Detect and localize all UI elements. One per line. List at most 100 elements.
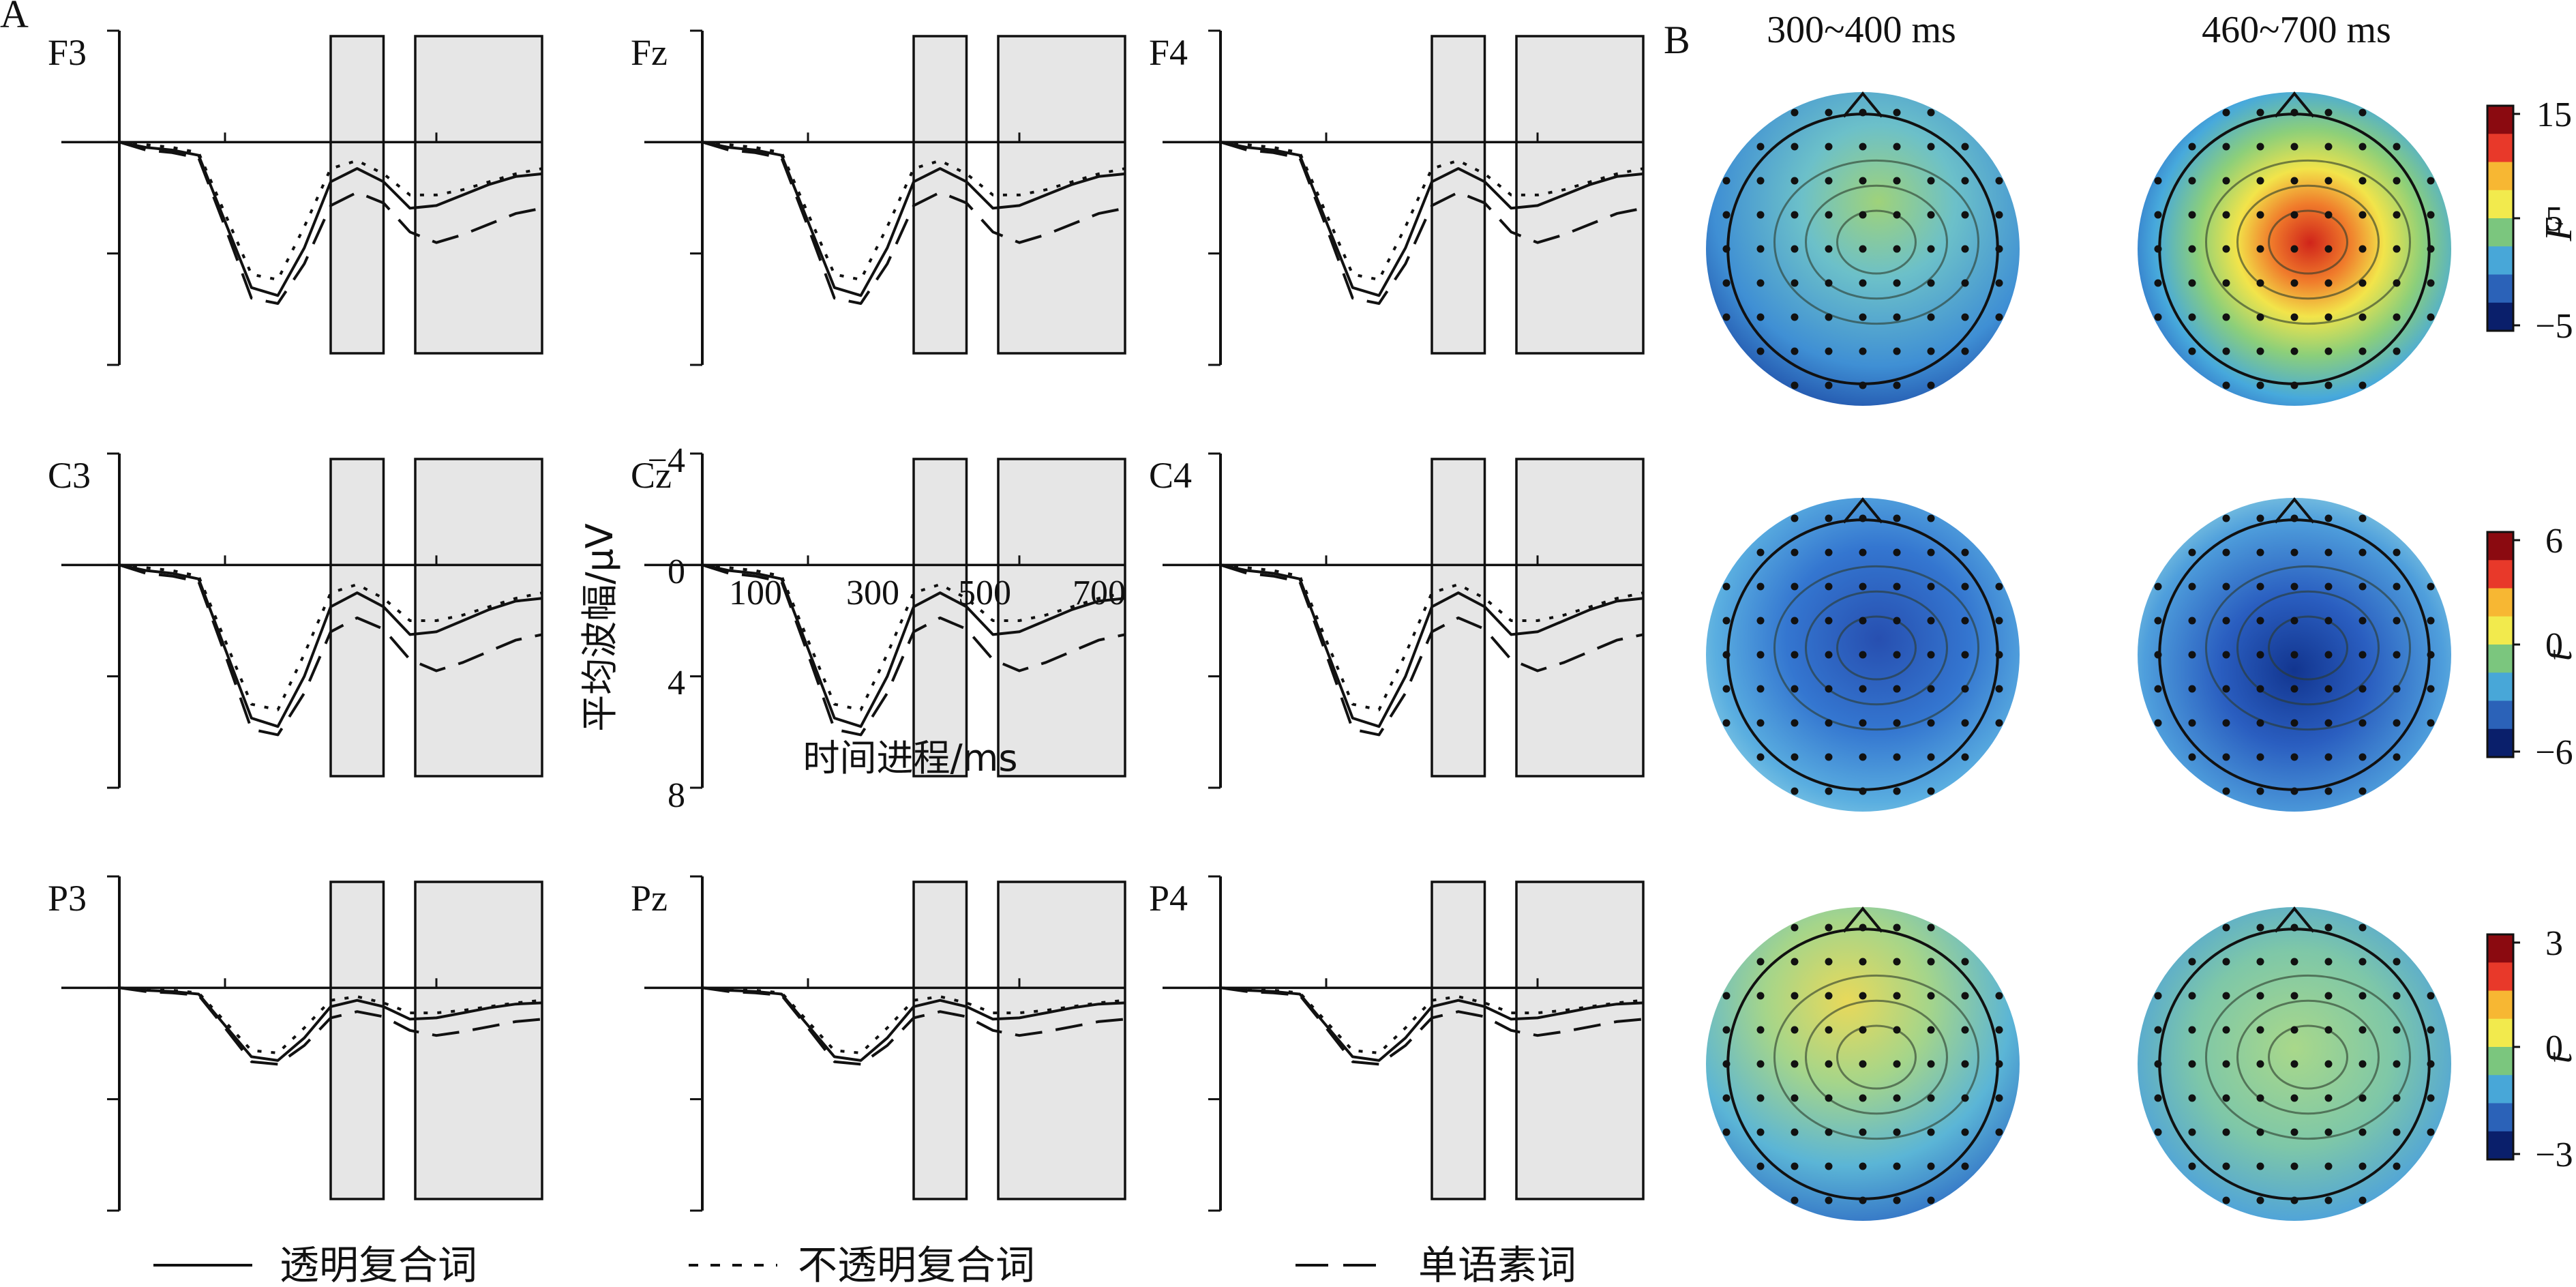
colorbar-stat-label: F	[2538, 218, 2576, 242]
colorbar-tick-label: 0	[2545, 1029, 2563, 1067]
topomaps	[1706, 91, 2451, 1221]
electrode-dot	[2188, 651, 2196, 659]
electrode-dot	[1825, 514, 1833, 522]
topomap-header-0: 300~400 ms	[1767, 9, 1956, 51]
electrode-dot	[2358, 992, 2367, 1000]
electrode-dot	[2290, 1026, 2298, 1034]
electrode-dot	[1893, 1026, 1901, 1034]
electrode-dot	[1893, 753, 1901, 761]
electrode-dot	[2154, 719, 2162, 727]
cz-ytick-3: 8	[668, 776, 685, 815]
colorbar-step	[2487, 190, 2513, 219]
electrode-dot	[1859, 923, 1867, 932]
electrode-dot	[2358, 582, 2367, 591]
electrode-dot	[2256, 992, 2264, 1000]
electrode-dot	[2358, 381, 2367, 389]
electrode-dot	[2290, 1196, 2298, 1204]
electrode-dot	[2290, 381, 2298, 389]
electrode-dot	[1722, 582, 1731, 591]
electrode-dot	[1893, 143, 1901, 151]
erp-panel-pz: Pz	[631, 875, 1126, 1212]
electrode-dot	[1927, 1196, 1935, 1204]
electrode-dot	[1859, 245, 1867, 253]
electrode-dot	[1961, 651, 1969, 659]
cz-ytick-0: −4	[648, 441, 685, 480]
colorbar-step	[2487, 532, 2513, 561]
time-window-0	[329, 881, 385, 1200]
electrode-dot	[2290, 211, 2298, 219]
time-window-1	[997, 458, 1126, 778]
electrode-dot	[2324, 548, 2333, 557]
electrode-dot	[1859, 279, 1867, 287]
electrode-dot	[2324, 651, 2333, 659]
electrode-dot	[1756, 313, 1765, 321]
electrode-dot	[2188, 279, 2196, 287]
waveform-cz-0	[702, 563, 1126, 728]
electrode-dot	[2324, 582, 2333, 591]
electrode-dot	[2222, 753, 2230, 761]
electrode-dot	[2256, 617, 2264, 625]
electrode-dot	[1859, 1162, 1867, 1170]
electrode-dot	[1756, 1094, 1765, 1102]
electrode-dot	[1859, 1128, 1867, 1136]
electrode-dot	[1961, 1094, 1969, 1102]
contour	[1773, 565, 1979, 731]
electrode-dot	[2358, 753, 2367, 761]
electrode-dot	[1722, 245, 1731, 253]
electrode-dot	[1961, 1162, 1969, 1170]
electrode-dot	[2188, 1026, 2196, 1034]
electrode-dot	[2256, 108, 2264, 117]
waveform-fz-1	[702, 140, 1126, 281]
electrode-dot	[1825, 992, 1833, 1000]
electrode-dot	[1961, 347, 1969, 355]
waveform-c3-0	[119, 563, 543, 728]
electrode-dot	[1859, 753, 1867, 761]
electrode-dot	[1722, 1128, 1731, 1136]
cz-ytick-2: 4	[668, 664, 685, 702]
electrode-dot	[2154, 992, 2162, 1000]
electrode-dot	[1961, 245, 1969, 253]
electrode-dot	[1893, 108, 1901, 117]
colorbar-step	[2487, 616, 2513, 645]
electrode-dot	[1825, 1162, 1833, 1170]
waveform-p4-2	[1220, 986, 1644, 1066]
contour	[1773, 974, 1979, 1140]
electrode-dot	[1791, 651, 1799, 659]
electrode-dot	[1756, 177, 1765, 185]
erp-panel-fz: Fz	[631, 29, 1126, 366]
colorbar-tick-label: 6	[2545, 522, 2563, 561]
electrode-dot	[1859, 1060, 1867, 1068]
colorbar-step	[2487, 246, 2513, 276]
contour	[2205, 974, 2411, 1140]
electrode-dot	[2393, 685, 2401, 693]
electrode-dot	[2393, 548, 2401, 557]
electrode-dot	[2427, 719, 2435, 727]
electrode-dot	[1927, 381, 1935, 389]
electrode-dot	[2427, 651, 2435, 659]
colorbar-step	[2487, 106, 2513, 135]
electrode-dot	[2358, 958, 2367, 966]
electrode-dot	[1859, 958, 1867, 966]
electrode-dot	[2188, 753, 2196, 761]
electrode-dot	[1825, 958, 1833, 966]
electrode-dot	[2324, 313, 2333, 321]
electrode-dot	[1859, 651, 1867, 659]
erp-panel-p3: P3	[48, 875, 543, 1212]
electrode-dot	[2188, 1094, 2196, 1102]
electrode-dot	[1756, 211, 1765, 219]
nose	[2274, 497, 2315, 524]
electrode-dot	[1995, 177, 2003, 185]
electrode-dot	[2427, 685, 2435, 693]
electrode-dot	[1722, 992, 1731, 1000]
electrode-dot	[2188, 1128, 2196, 1136]
electrode-dot	[1927, 1094, 1935, 1102]
electrode-dot	[1927, 1060, 1935, 1068]
waveform-p4-1	[1220, 986, 1644, 1054]
time-window-0	[1431, 35, 1486, 355]
colorbar-step	[2487, 728, 2513, 758]
electrode-dot	[1859, 211, 1867, 219]
electrode-dot	[2222, 958, 2230, 966]
electrode-dot	[1995, 279, 2003, 287]
cz-xtick-2: 500	[958, 574, 1011, 612]
electrode-dot	[2222, 279, 2230, 287]
